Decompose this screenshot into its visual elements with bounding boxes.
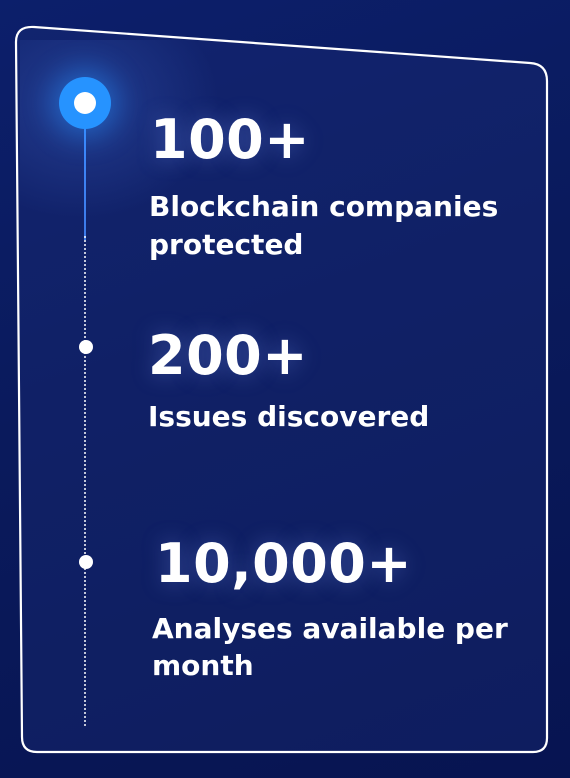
stat-label-analyses-line2: month: [152, 649, 254, 682]
timeline-active-node-center: [74, 92, 96, 114]
timeline-node-icon: [79, 340, 93, 354]
timeline-dotted-line: [84, 236, 86, 726]
timeline-progress-line: [84, 120, 86, 240]
stat-label-companies-line2: protected: [149, 228, 304, 261]
stat-label-companies-line1: Blockchain companies: [149, 190, 499, 223]
timeline-node-icon: [79, 555, 93, 569]
stat-label-analyses-line1: Analyses available per: [152, 612, 508, 645]
stat-value-companies: 100+: [150, 108, 310, 171]
timeline-active-node-icon: [59, 77, 111, 129]
stat-value-analyses: 10,000+: [155, 532, 413, 595]
stat-label-issues: Issues discovered: [148, 400, 430, 433]
stat-value-issues: 200+: [148, 324, 308, 387]
